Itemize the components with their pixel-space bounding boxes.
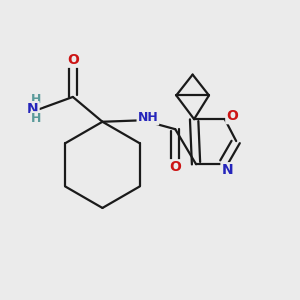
Text: H: H [31,93,41,106]
Text: N: N [27,102,39,116]
Text: N: N [221,163,233,177]
Text: O: O [67,53,79,67]
Text: NH: NH [137,111,158,124]
Text: O: O [169,160,181,174]
Text: O: O [226,109,238,123]
Text: H: H [31,112,41,125]
